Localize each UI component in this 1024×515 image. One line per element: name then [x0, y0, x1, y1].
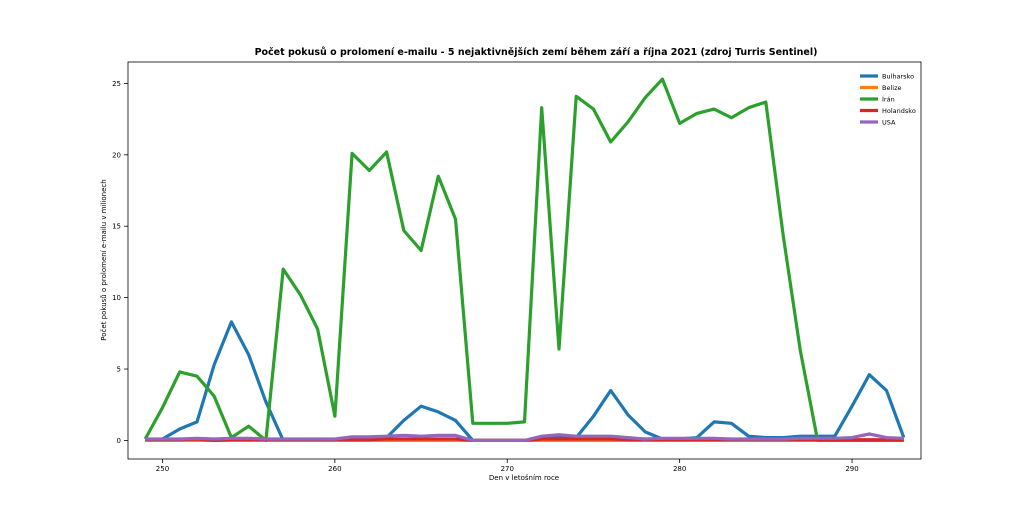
- y-tick-label: 25: [112, 80, 121, 88]
- y-tick-label: 15: [112, 223, 121, 231]
- x-tick-label: 260: [328, 465, 341, 473]
- y-axis-label: Počet pokusů o prolomení e-mailu v milio…: [100, 179, 108, 340]
- legend-label: Írán: [882, 95, 895, 104]
- series-line-írán: [143, 77, 904, 442]
- series-line-usa: [145, 432, 904, 442]
- legend-label: Holandsko: [882, 107, 916, 115]
- legend-label: USA: [882, 119, 896, 127]
- plot-area: [127, 61, 922, 460]
- x-axis: 250 260 270 280 290: [156, 459, 859, 473]
- legend: Bulharsko Belize Írán Holandsko USA: [860, 73, 916, 127]
- x-tick-label: 290: [845, 465, 858, 473]
- legend-label: Belize: [882, 84, 901, 92]
- y-axis: 0 5 10 15 20 25: [112, 80, 128, 445]
- y-tick-label: 20: [112, 151, 121, 159]
- x-axis-label: Den v letošním roce: [489, 474, 559, 482]
- chart-title: Počet pokusů o prolomení e-mailu - 5 nej…: [255, 47, 818, 58]
- x-tick-label: 270: [501, 465, 514, 473]
- y-tick-label: 5: [117, 366, 121, 374]
- series-lines: [143, 77, 906, 442]
- x-tick-label: 280: [673, 465, 686, 473]
- x-tick-label: 250: [156, 465, 169, 473]
- legend-label: Bulharsko: [882, 73, 914, 81]
- y-tick-label: 0: [117, 437, 121, 445]
- y-tick-label: 10: [112, 294, 121, 302]
